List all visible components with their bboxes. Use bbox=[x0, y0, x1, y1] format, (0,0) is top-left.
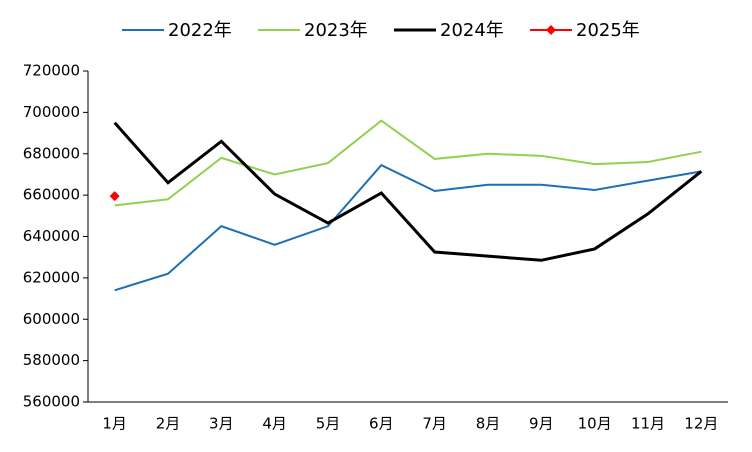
x-tick-label: 8月 bbox=[476, 415, 501, 433]
legend-marker bbox=[546, 25, 556, 35]
legend-label: 2024年 bbox=[440, 20, 504, 41]
series-line bbox=[113, 121, 703, 262]
y-tick-label: 620000 bbox=[23, 268, 80, 286]
x-tick-label: 6月 bbox=[369, 415, 394, 433]
y-tick-label: 600000 bbox=[23, 310, 80, 328]
y-tick-label: 640000 bbox=[23, 227, 80, 245]
legend: 2022年 2023年 2024年 2025年 bbox=[122, 20, 640, 41]
x-tick-label: 5月 bbox=[316, 415, 341, 433]
x-tick-label: 7月 bbox=[422, 415, 447, 433]
x-tick-label: 12月 bbox=[684, 415, 718, 433]
y-tick-label: 720000 bbox=[23, 62, 80, 80]
legend-label: 2023年 bbox=[304, 20, 368, 41]
y-tick-label: 660000 bbox=[23, 186, 80, 204]
x-tick-label: 9月 bbox=[529, 415, 554, 433]
x-tick-label: 2月 bbox=[156, 415, 181, 433]
y-tick-label: 680000 bbox=[23, 144, 80, 162]
y-tick-label: 580000 bbox=[23, 351, 80, 369]
x-tick-label: 11月 bbox=[631, 415, 665, 433]
x-tick-label: 4月 bbox=[262, 415, 287, 433]
series-line bbox=[114, 119, 702, 207]
legend-label: 2025年 bbox=[576, 20, 640, 41]
x-tick-label: 1月 bbox=[102, 415, 127, 433]
x-tick-label: 10月 bbox=[578, 415, 612, 433]
y-tick-label: 700000 bbox=[23, 103, 80, 121]
series-line bbox=[114, 163, 702, 292]
y-tick-label: 560000 bbox=[23, 393, 80, 411]
x-tick-label: 3月 bbox=[209, 415, 234, 433]
legend-label: 2022年 bbox=[168, 20, 232, 41]
series-marker bbox=[109, 191, 120, 202]
